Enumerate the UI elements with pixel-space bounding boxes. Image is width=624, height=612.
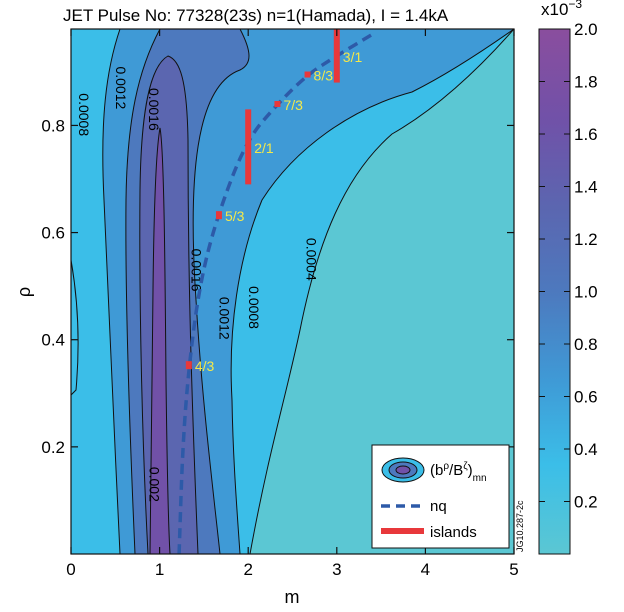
colorbar-tick-label: 1.4 [574,178,598,197]
colorbar-tick-label: 1.2 [574,230,598,249]
colorbar-tick-label: 0.8 [574,335,598,354]
island-bar [245,109,252,185]
contour-label: 0.0004 [304,238,320,281]
y-axis-label: ρ [14,287,34,297]
island-label: 3/1 [343,49,363,65]
colorbar-tick-label: 1.8 [574,73,598,92]
chart-title: JET Pulse No: 77328(23s) n=1(Hamada), I … [63,6,449,25]
island-bar [185,361,192,370]
legend: (bρ/Bζ)mn nq islands [371,444,510,549]
x-tick-label: 2 [243,560,252,579]
colorbar-tick-label: 1.0 [574,283,598,302]
island-label: 5/3 [225,208,245,224]
contour-label-layer: 0.0008 0.0012 0.0016 0.0016 0.0012 0.0008 0.00… [76,67,320,503]
nq-layer [177,32,374,555]
y-tick-layer: 0.2 0.4 0.6 0.8 [41,116,514,457]
figure-code: JG10.287-2c [515,500,525,552]
y-tick-label: 0.4 [41,331,65,350]
contour-label: 0.0012 [217,297,233,340]
contour-label: 0.0008 [246,286,262,329]
x-tick-label: 1 [155,560,164,579]
island-bar [304,71,311,78]
contour-label: 0.0016 [188,249,204,292]
contour-left-edge-band [71,259,79,396]
x-tick-layer: 0 1 2 3 4 5 [66,29,519,579]
island-label: 4/3 [195,358,215,374]
island-bar [215,211,222,220]
legend-contour-icon [381,457,425,483]
contour-label: 0.002 [147,467,163,502]
plot-frame [70,28,515,555]
y-tick-label: 0.8 [41,116,65,135]
colorbar-tick-label: 2.0 [574,20,598,39]
island-label: 7/3 [283,97,303,113]
contour-label: 0.0008 [76,93,92,136]
colorbar-tick-label: 0.6 [574,388,598,407]
contour-label: 0.0016 [146,88,162,131]
island-label: 8/3 [314,68,334,84]
legend-nq-label: nq [430,498,447,515]
colorbar-tick-label: 1.6 [574,125,598,144]
colorbar-tick-layer: 0.2 0.4 0.6 0.8 1.0 1.2 1.4 1.6 1.8 2.0 [539,20,598,512]
y-tick-label: 0.2 [41,438,65,457]
x-tick-label: 5 [509,560,518,579]
nq-curve [177,32,374,555]
contour-level-002 [149,127,171,554]
x-tick-label: 4 [421,560,430,579]
colorbar-tick-label: 0.2 [574,493,598,512]
island-label: 2/1 [254,140,274,156]
x-tick-label: 3 [332,560,341,579]
legend-islands-label: islands [430,524,477,541]
y-tick-label: 0.6 [41,224,65,243]
colorbar-tick-label: 0.4 [574,440,598,459]
colorbar: 0.2 0.4 0.6 0.8 1.0 1.2 1.4 1.6 1.8 2.0 x10−3 [538,0,598,555]
contour-fill-layer [71,29,514,554]
island-bar [274,101,281,107]
x-tick-label: 0 [66,560,75,579]
island-layer: 3/1 8/3 7/3 2/1 5/3 4/3 [185,29,363,374]
x-axis-label: m [285,587,300,607]
contour-label: 0.0012 [113,67,129,110]
colorbar-multiplier: x10−3 [541,0,582,19]
island-bar [333,29,340,83]
